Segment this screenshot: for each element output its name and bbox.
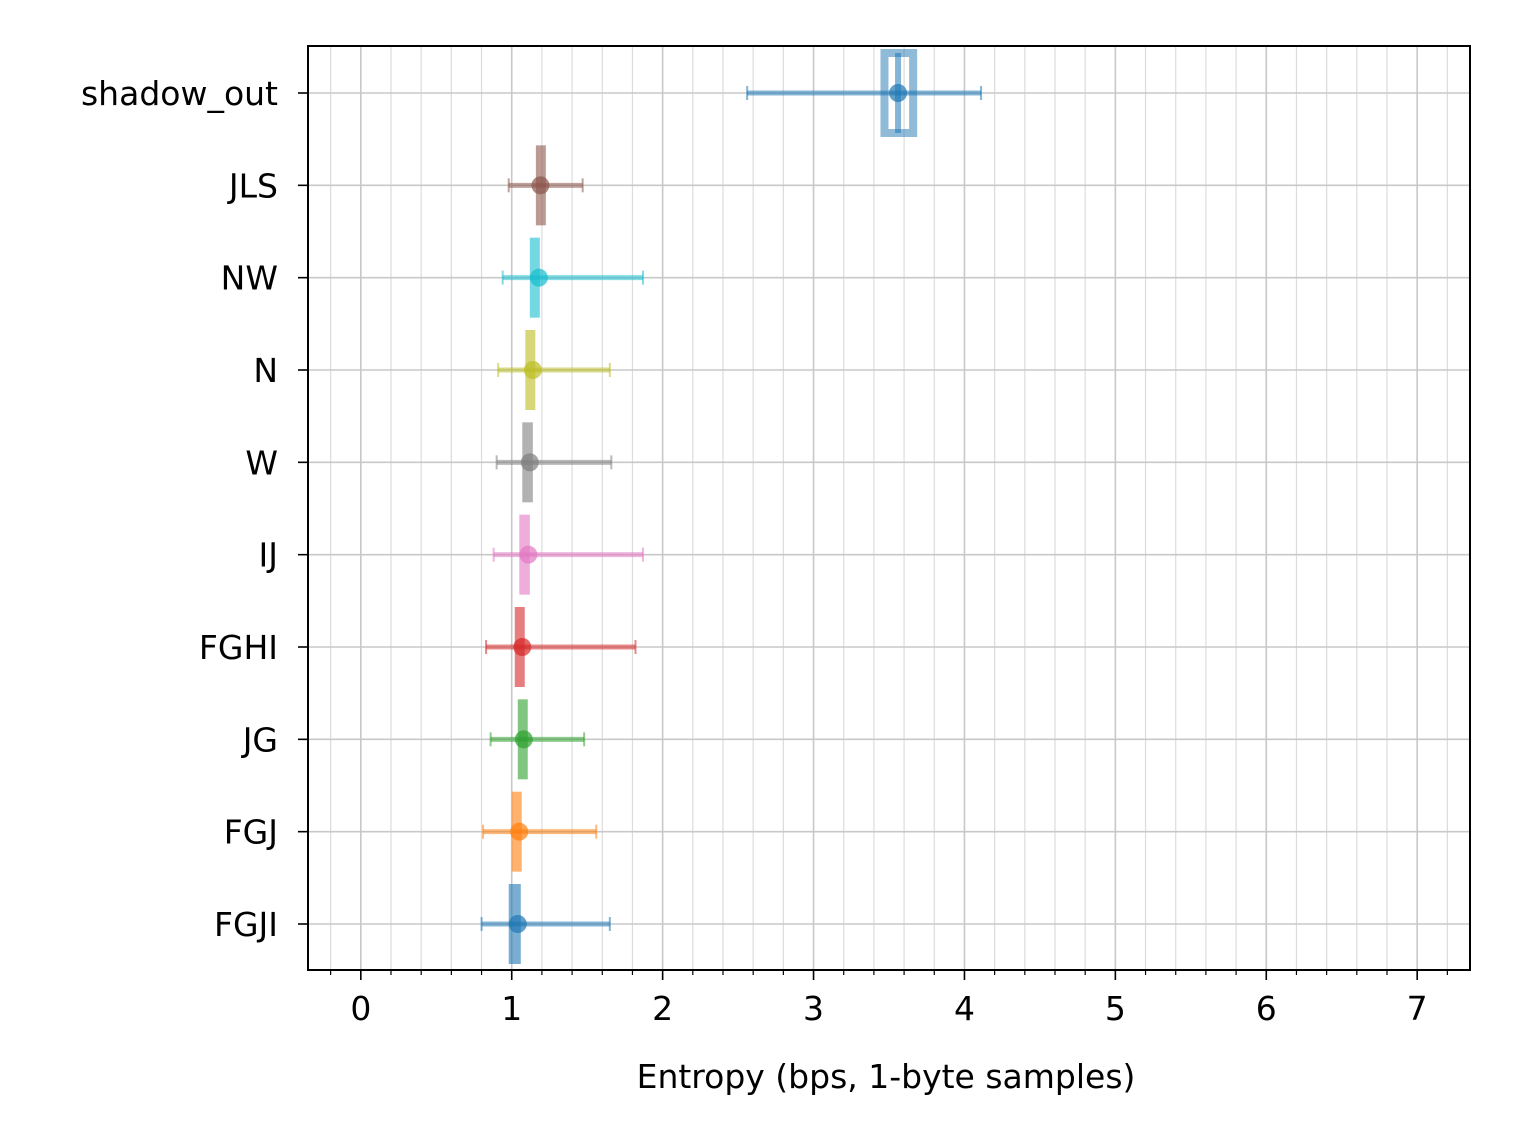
- x-tick-label: 5: [1105, 989, 1126, 1028]
- series-jg: [489, 699, 586, 780]
- data-point: [513, 638, 532, 656]
- x-tick-label: 1: [501, 989, 522, 1028]
- data-point: [889, 84, 908, 102]
- y-tick-label: FGJI: [214, 905, 278, 944]
- y-tick-label: JG: [241, 720, 278, 759]
- y-tick-label: shadow_out: [81, 74, 278, 113]
- x-tick-label: 4: [954, 989, 975, 1028]
- series-fghi: [485, 607, 637, 687]
- data-point: [514, 730, 533, 749]
- data-point: [520, 453, 539, 472]
- y-tick-label: W: [245, 443, 278, 482]
- data-point: [529, 268, 548, 287]
- grid: [308, 46, 1470, 970]
- data-point: [519, 545, 538, 564]
- series-jls: [507, 145, 584, 226]
- y-tick-label: IJ: [259, 536, 278, 575]
- y-tick-label: NW: [221, 259, 278, 298]
- series-n: [497, 330, 611, 410]
- x-tick-label: 2: [652, 989, 673, 1028]
- data-point: [531, 176, 550, 195]
- series-shadow-out: [746, 49, 983, 137]
- y-tick-label: FGJ: [224, 813, 278, 852]
- data-point: [523, 361, 542, 379]
- x-tick-label: 6: [1256, 989, 1277, 1028]
- series-nw: [501, 237, 645, 318]
- series-w: [495, 422, 613, 503]
- series-fgj: [482, 791, 598, 872]
- x-axis: 0 1 2 3 4 5 6 7: [330, 970, 1448, 1028]
- x-tick-label: 0: [350, 989, 371, 1028]
- data-point: [510, 822, 529, 841]
- data-point: [508, 915, 527, 933]
- x-tick-label: 3: [803, 989, 824, 1028]
- plot-frame: [307, 45, 1471, 971]
- x-axis-label: Entropy (bps, 1-byte samples): [637, 1057, 1136, 1096]
- series-ij: [492, 514, 645, 595]
- y-tick-label: N: [253, 351, 278, 390]
- y-tick-label: FGHI: [199, 628, 278, 667]
- data-marks: [480, 49, 983, 964]
- series-fgji: [480, 884, 611, 964]
- x-tick-label: 7: [1407, 989, 1428, 1028]
- y-tick-label: JLS: [227, 166, 278, 205]
